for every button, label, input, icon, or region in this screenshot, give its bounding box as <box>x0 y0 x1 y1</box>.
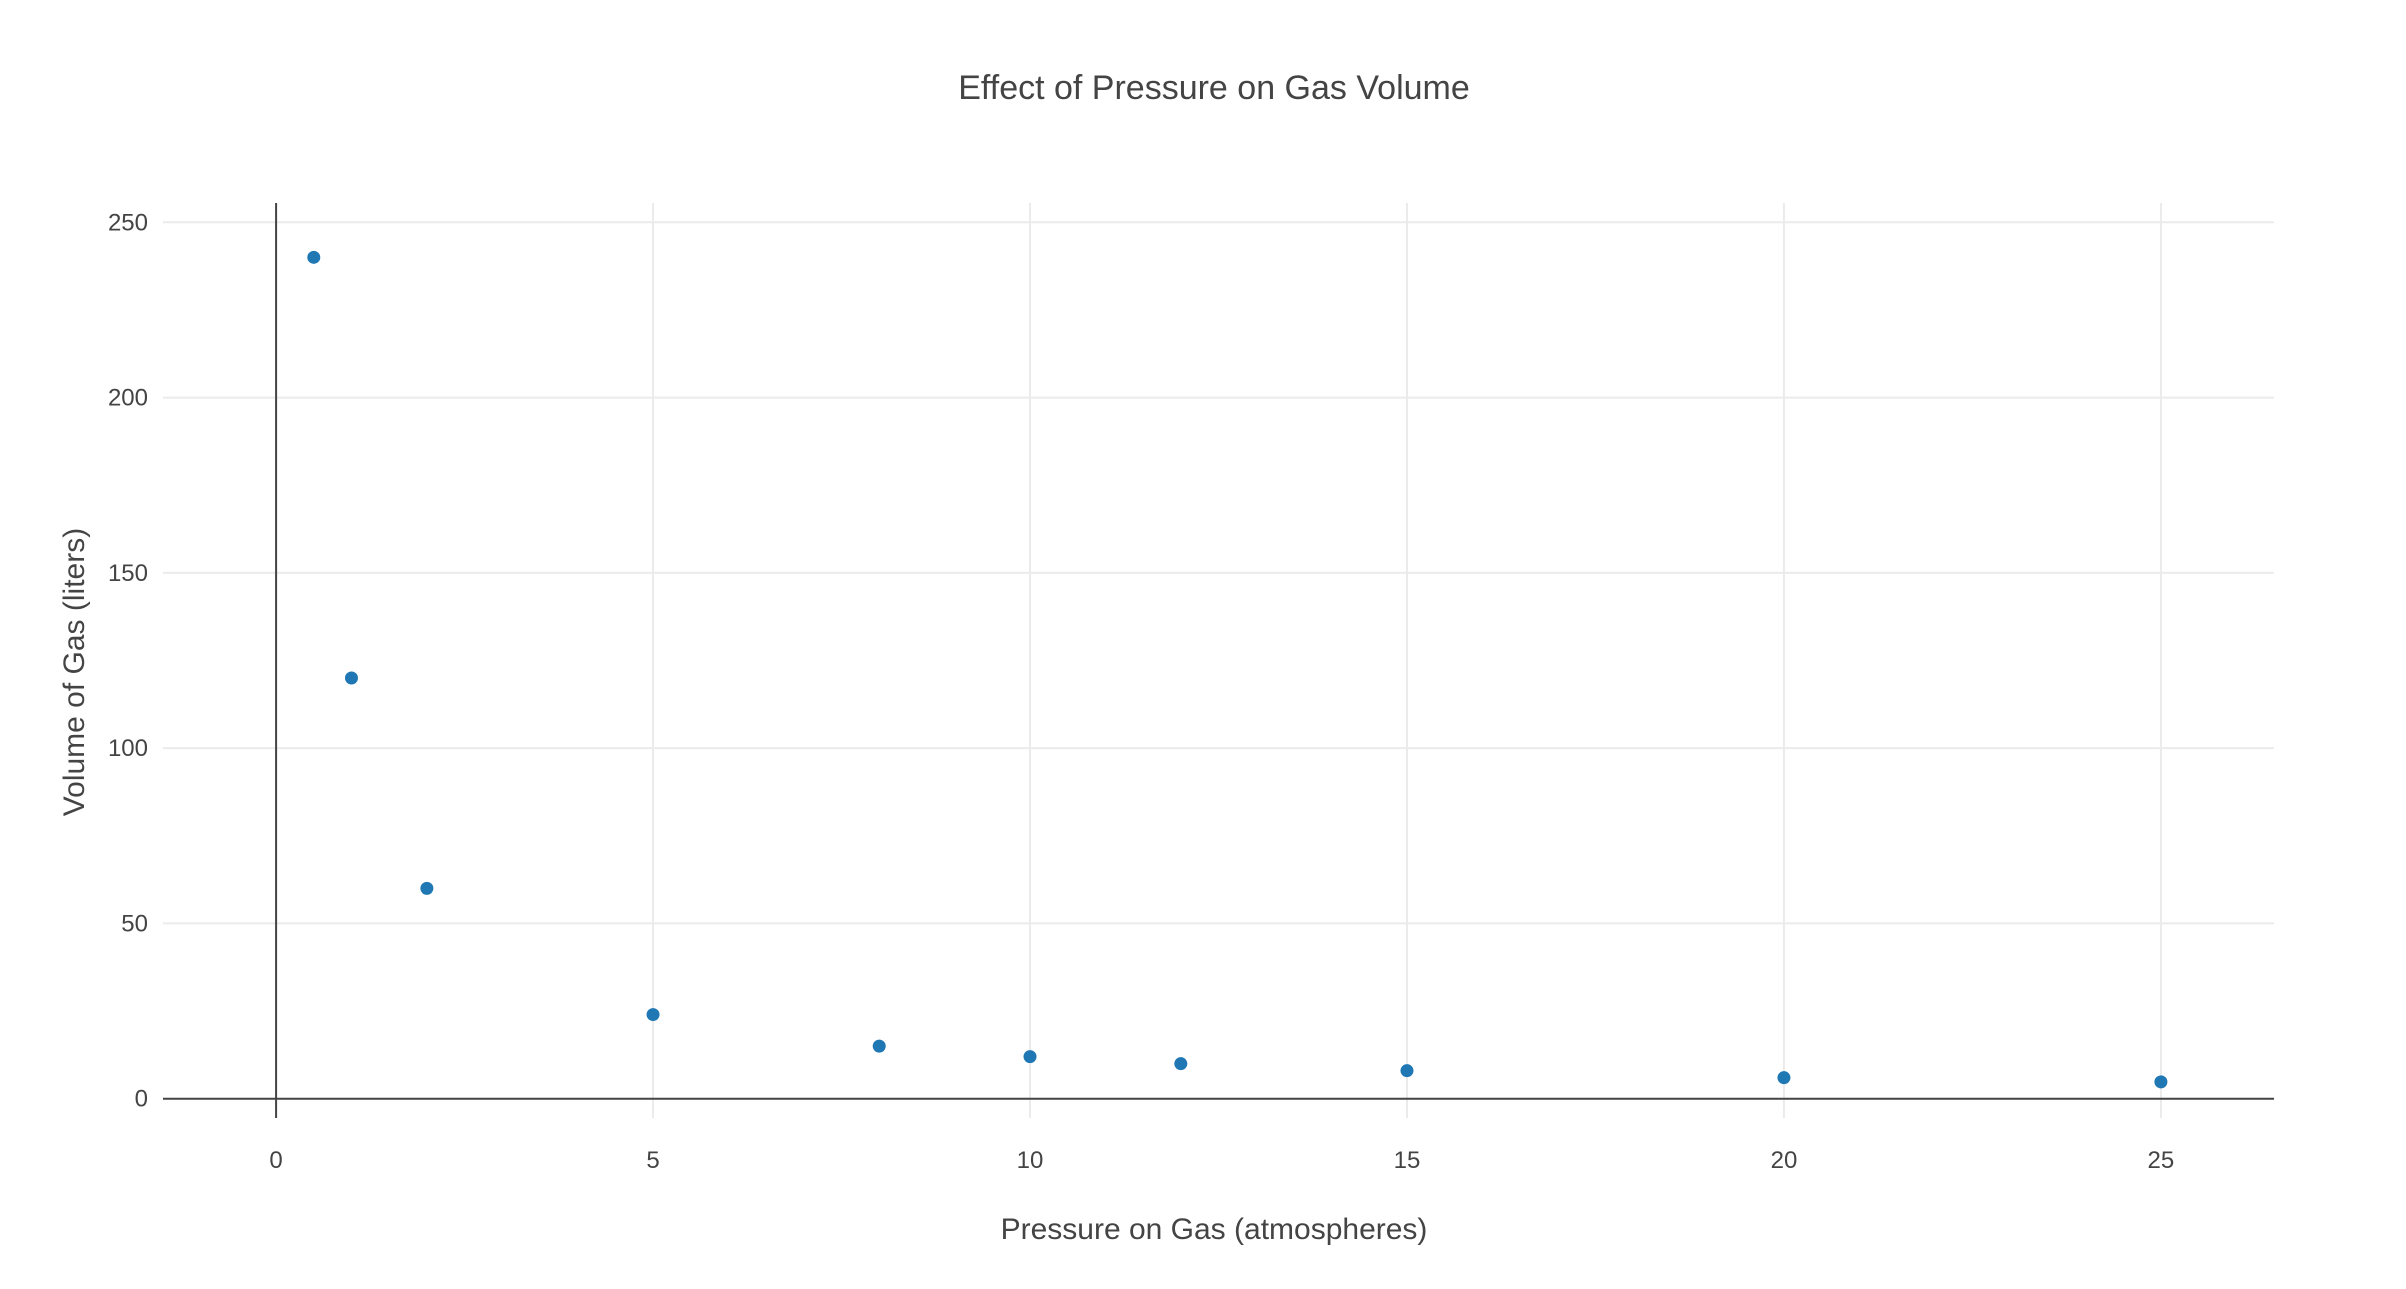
x-tick-label: 10 <box>1017 1147 1044 1174</box>
y-tick-label: 0 <box>135 1086 148 1113</box>
data-points <box>307 250 2168 1089</box>
data-point[interactable] <box>872 1039 886 1053</box>
data-point[interactable] <box>1023 1050 1037 1064</box>
data-point[interactable] <box>307 250 321 264</box>
x-tick-label: 15 <box>1394 1147 1421 1174</box>
y-axis-title: Volume of Gas (liters) <box>58 528 91 816</box>
x-tick-label: 0 <box>269 1147 282 1174</box>
data-point[interactable] <box>420 881 434 895</box>
y-tick-label: 200 <box>108 385 148 412</box>
data-point[interactable] <box>1174 1057 1188 1071</box>
x-tick-label: 25 <box>2148 1147 2175 1174</box>
data-point[interactable] <box>344 671 358 685</box>
y-tick-label: 250 <box>108 209 148 236</box>
grid <box>163 203 2274 1118</box>
data-point[interactable] <box>1400 1064 1414 1078</box>
x-axis-title: Pressure on Gas (atmospheres) <box>1001 1213 1428 1246</box>
y-tick-label: 100 <box>108 735 148 762</box>
data-point[interactable] <box>2154 1075 2168 1089</box>
data-point[interactable] <box>646 1008 660 1022</box>
x-tick-label: 5 <box>646 1147 659 1174</box>
y-tick-label: 50 <box>121 910 148 937</box>
data-point[interactable] <box>1777 1071 1791 1085</box>
y-tick-label: 150 <box>108 560 148 587</box>
chart-title: Effect of Pressure on Gas Volume <box>958 69 1470 107</box>
x-tick-label: 20 <box>1771 1147 1798 1174</box>
axes <box>163 203 2274 1118</box>
